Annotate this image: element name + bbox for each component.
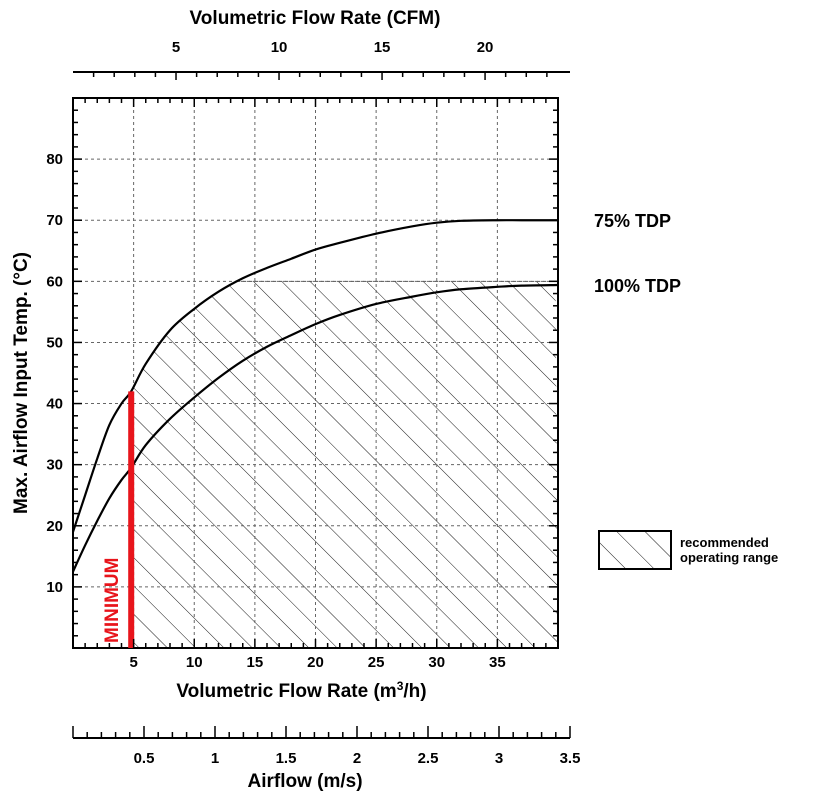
top-axis-tick-label: 5 <box>172 39 180 56</box>
airflow-axis-tick-label: 1 <box>211 750 219 767</box>
y-tick-label: 50 <box>46 334 63 351</box>
grid <box>73 98 558 648</box>
y-tick-label: 20 <box>46 518 63 535</box>
airflow-axis-title: Airflow (m/s) <box>247 771 362 792</box>
top-axis-tick-label: 15 <box>374 39 391 56</box>
y-tick-label: 30 <box>46 457 63 474</box>
top-axis-tick-label: 20 <box>477 39 494 56</box>
airflow-axis-ticks: 0.5 1 1.5 2 2.5 3 3.5 <box>72 726 581 767</box>
y-tick-label: 60 <box>46 273 63 290</box>
top-axis-tick-label: 10 <box>271 39 288 56</box>
legend-swatch-hatch <box>598 530 672 570</box>
airflow-axis-tick-label: 2.5 <box>418 750 439 767</box>
top-axis-ticks: 5 10 15 20 <box>92 39 548 80</box>
top-axis-title: Volumetric Flow Rate (CFM) <box>190 8 441 29</box>
y-axis-title: Max. Airflow Input Temp. (°C) <box>11 252 32 514</box>
x-axis-ticks: 5 10 15 20 25 30 35 <box>84 98 547 671</box>
x-tick-label: 30 <box>428 654 445 671</box>
x-tick-label: 15 <box>247 654 264 671</box>
x-tick-label: 10 <box>186 654 203 671</box>
series-label-75-tdp: 75% TDP <box>594 211 671 231</box>
x-tick-label: 25 <box>368 654 385 671</box>
series-line-75-tdp <box>71 219 558 533</box>
y-tick-label: 80 <box>46 151 63 168</box>
series-label-100-tdp: 100% TDP <box>594 276 681 296</box>
airflow-axis-tick-label: 3 <box>495 750 503 767</box>
legend-label-line2: operating range <box>680 550 778 565</box>
airflow-axis-tick-label: 2 <box>353 750 361 767</box>
y-tick-label: 10 <box>46 579 63 596</box>
x-axis-title: Volumetric Flow Rate (m3/h) <box>176 679 426 702</box>
airflow-axis-tick-label: 3.5 <box>560 750 581 767</box>
x-tick-label: 5 <box>129 654 137 671</box>
y-tick-label: 70 <box>46 212 63 229</box>
legend: recommended operating range <box>598 530 778 570</box>
airflow-axis-tick-label: 0.5 <box>134 750 155 767</box>
y-axis-ticks: 10 20 30 40 50 60 70 80 <box>46 109 558 637</box>
series-line-100-tdp <box>72 283 559 573</box>
minimum-label: MINIMUM <box>102 558 123 643</box>
airflow-axis-tick-label: 1.5 <box>276 750 297 767</box>
y-tick-label: 40 <box>46 396 63 413</box>
x-tick-label: 35 <box>489 654 506 671</box>
x-tick-label: 20 <box>307 654 324 671</box>
legend-label: recommended <box>680 535 769 550</box>
